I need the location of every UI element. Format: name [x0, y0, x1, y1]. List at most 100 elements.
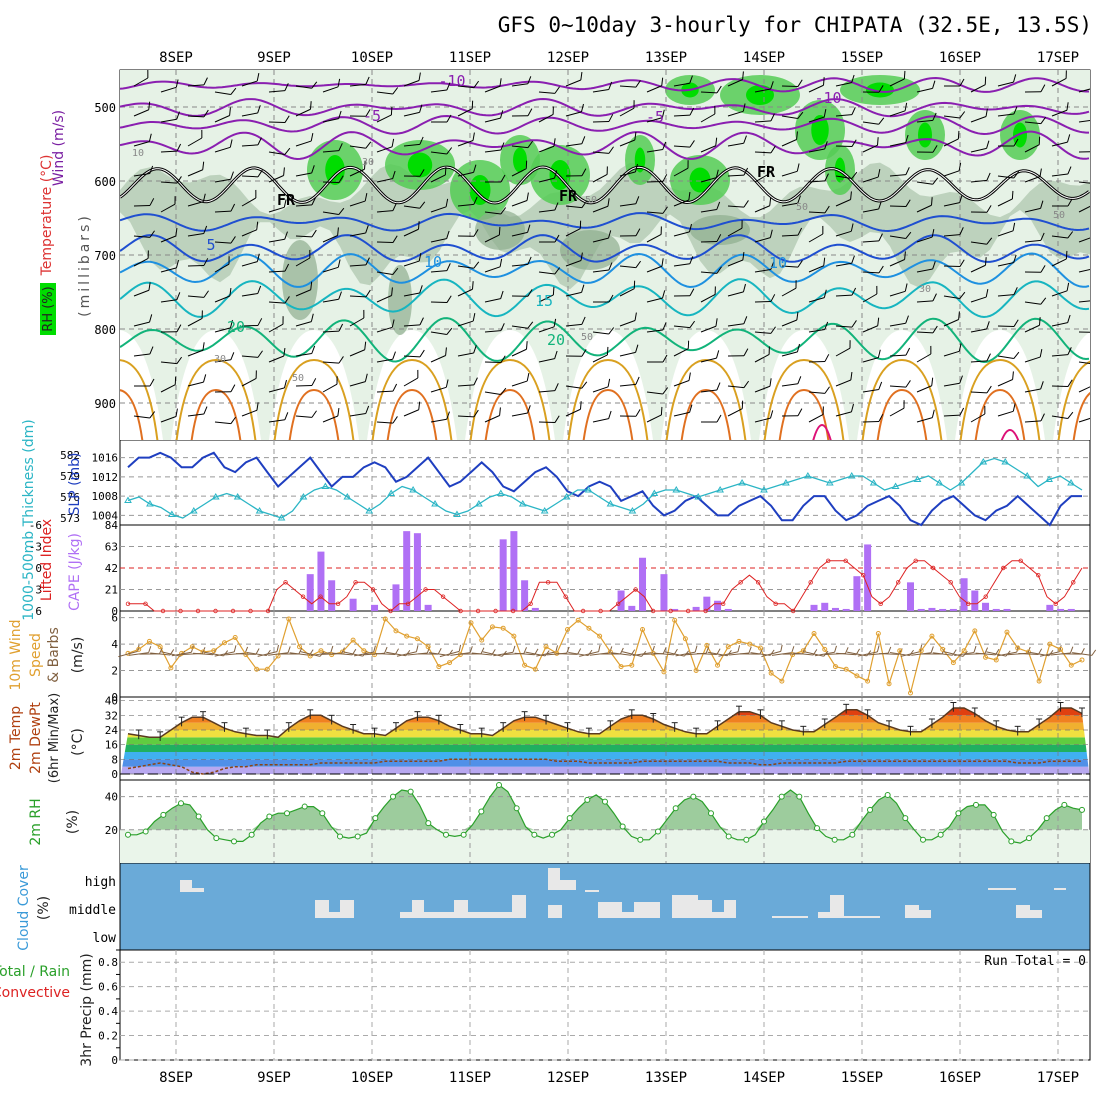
- wind-barb: [619, 228, 641, 237]
- wind-speed-marker: [243, 652, 249, 658]
- li-tick: -3: [29, 541, 42, 554]
- wind-barb-10m: [911, 646, 934, 656]
- temp-band: [120, 744, 1090, 752]
- isotherm-label: 15: [535, 292, 553, 310]
- wind-barb: [268, 412, 289, 423]
- precip-tick: 0.6: [98, 981, 118, 994]
- wind-barb: [376, 416, 398, 424]
- date-label-top: 16SEP: [939, 50, 981, 66]
- wind-barb: [889, 283, 908, 297]
- wind-barb: [970, 321, 990, 333]
- cape-bar: [982, 602, 990, 611]
- thickness-marker: [760, 486, 768, 493]
- wind-barb: [565, 200, 588, 209]
- wind-barb: [214, 319, 233, 333]
- li-marker: [265, 608, 271, 614]
- li-marker: [440, 594, 446, 599]
- cloud-block: [724, 900, 736, 918]
- wind-speed-marker: [168, 665, 174, 671]
- wind-barb: [484, 407, 501, 423]
- date-label-top: 8SEP: [159, 50, 193, 66]
- wind-barb: [997, 74, 1017, 87]
- wind-barb-10m: [536, 645, 558, 657]
- rh2m-axis-unit: (%): [65, 810, 81, 834]
- wind-barb: [403, 104, 423, 117]
- wind-barb: [539, 234, 560, 243]
- wind-speed-marker: [854, 673, 860, 679]
- wind-barb: [268, 147, 291, 155]
- wind-barb-10m: [235, 648, 260, 655]
- wind-barb: [1078, 416, 1090, 423]
- wind-barb: [592, 198, 610, 213]
- wind-barb: [349, 289, 371, 298]
- thickness-marker: [540, 507, 549, 514]
- cloud-block: [672, 895, 698, 918]
- wind-barb: [349, 141, 372, 149]
- rh-blob-bright: [811, 115, 829, 145]
- wind-barb: [160, 196, 176, 213]
- wind-barb: [565, 220, 582, 237]
- cloud-block: [1054, 888, 1066, 890]
- li-marker: [720, 601, 726, 607]
- wind-barb: [835, 223, 854, 237]
- wind-barb: [592, 262, 613, 273]
- wind-barb: [268, 167, 285, 183]
- wind-speed-marker: [564, 627, 570, 633]
- wind-barb: [619, 280, 636, 297]
- cloud-axis-label: Cloud Cover: [16, 865, 32, 951]
- cape-bar: [949, 608, 957, 611]
- wind-barb: [349, 109, 371, 117]
- isotherm-30-dome: [876, 388, 928, 440]
- li-marker: [878, 601, 883, 607]
- rh2m-marker: [248, 831, 255, 838]
- thickness-marker: [628, 507, 637, 514]
- wind-barb: [565, 401, 582, 417]
- wind-speed-marker: [640, 627, 646, 633]
- wind-barb: [970, 237, 993, 245]
- wind-barb: [944, 78, 965, 87]
- cape-bar: [917, 608, 925, 611]
- rh2m-marker: [743, 836, 750, 843]
- wind-barb: [619, 131, 637, 147]
- cloud-block: [180, 880, 192, 892]
- wind-barb: [160, 292, 181, 303]
- isotherm-label: 10: [769, 254, 787, 272]
- y-axis-labels: Wind (m/s) Temperature (°C) (millibars) …: [0, 110, 95, 1067]
- rh-blob-bright: [689, 167, 711, 193]
- rh2m-marker: [125, 831, 131, 838]
- wind-barb: [160, 143, 182, 153]
- wind-barb-10m: [718, 645, 741, 657]
- cape-bar: [349, 598, 357, 611]
- wind-barb: [970, 353, 991, 363]
- cloud-block: [424, 912, 454, 918]
- rh2m-marker: [867, 806, 873, 813]
- wind-barb: [727, 251, 745, 267]
- cape-bar: [1057, 608, 1065, 611]
- wind-barb: [943, 407, 965, 417]
- cape-bar: [703, 596, 711, 611]
- wind-barb: [619, 80, 641, 88]
- wind-barb: [1051, 250, 1068, 267]
- wind-barb: [457, 313, 476, 327]
- wind-barb: [565, 71, 583, 87]
- panel-frame: [119, 949, 1091, 1061]
- wind-barb: [700, 201, 721, 213]
- date-label-bottom: 9SEP: [257, 1070, 291, 1086]
- isotherm-30-dome: [778, 388, 830, 440]
- wind-barb: [214, 236, 236, 244]
- cape-lifted-index-panel: -6 -3 0 3 6 84 63 42 21 0: [29, 519, 1090, 618]
- wind-barb: [700, 234, 722, 243]
- rh2m-marker: [372, 815, 379, 822]
- wind10m-axis-unit: (m/s): [70, 637, 86, 674]
- wind-barb: [349, 257, 370, 267]
- cloud-block: [400, 912, 412, 918]
- wind-barb: [916, 345, 932, 363]
- wind-barb: [133, 230, 155, 238]
- wind-barb: [241, 285, 262, 297]
- rh-contour-label: 30: [919, 284, 931, 295]
- wind-barb: [268, 296, 290, 304]
- thickness-marker: [496, 489, 505, 496]
- wind-barb: [619, 312, 637, 327]
- isotherm-label: 20: [227, 318, 245, 336]
- wind-barb: [133, 198, 155, 207]
